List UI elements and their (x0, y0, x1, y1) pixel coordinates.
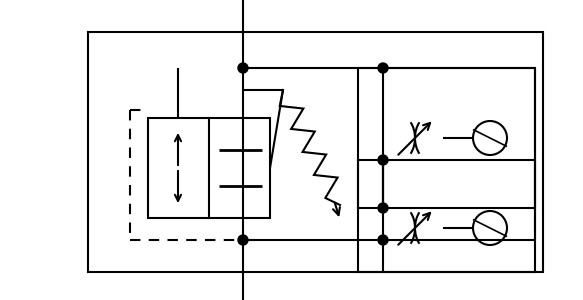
Bar (358, 160, 535, 272)
Bar (88, 32, 543, 272)
Circle shape (378, 203, 388, 213)
Bar (358, 68, 535, 208)
Circle shape (378, 63, 388, 73)
Bar (148, 118, 270, 218)
Circle shape (238, 235, 248, 245)
Circle shape (378, 235, 388, 245)
Circle shape (378, 155, 388, 165)
Circle shape (238, 63, 248, 73)
